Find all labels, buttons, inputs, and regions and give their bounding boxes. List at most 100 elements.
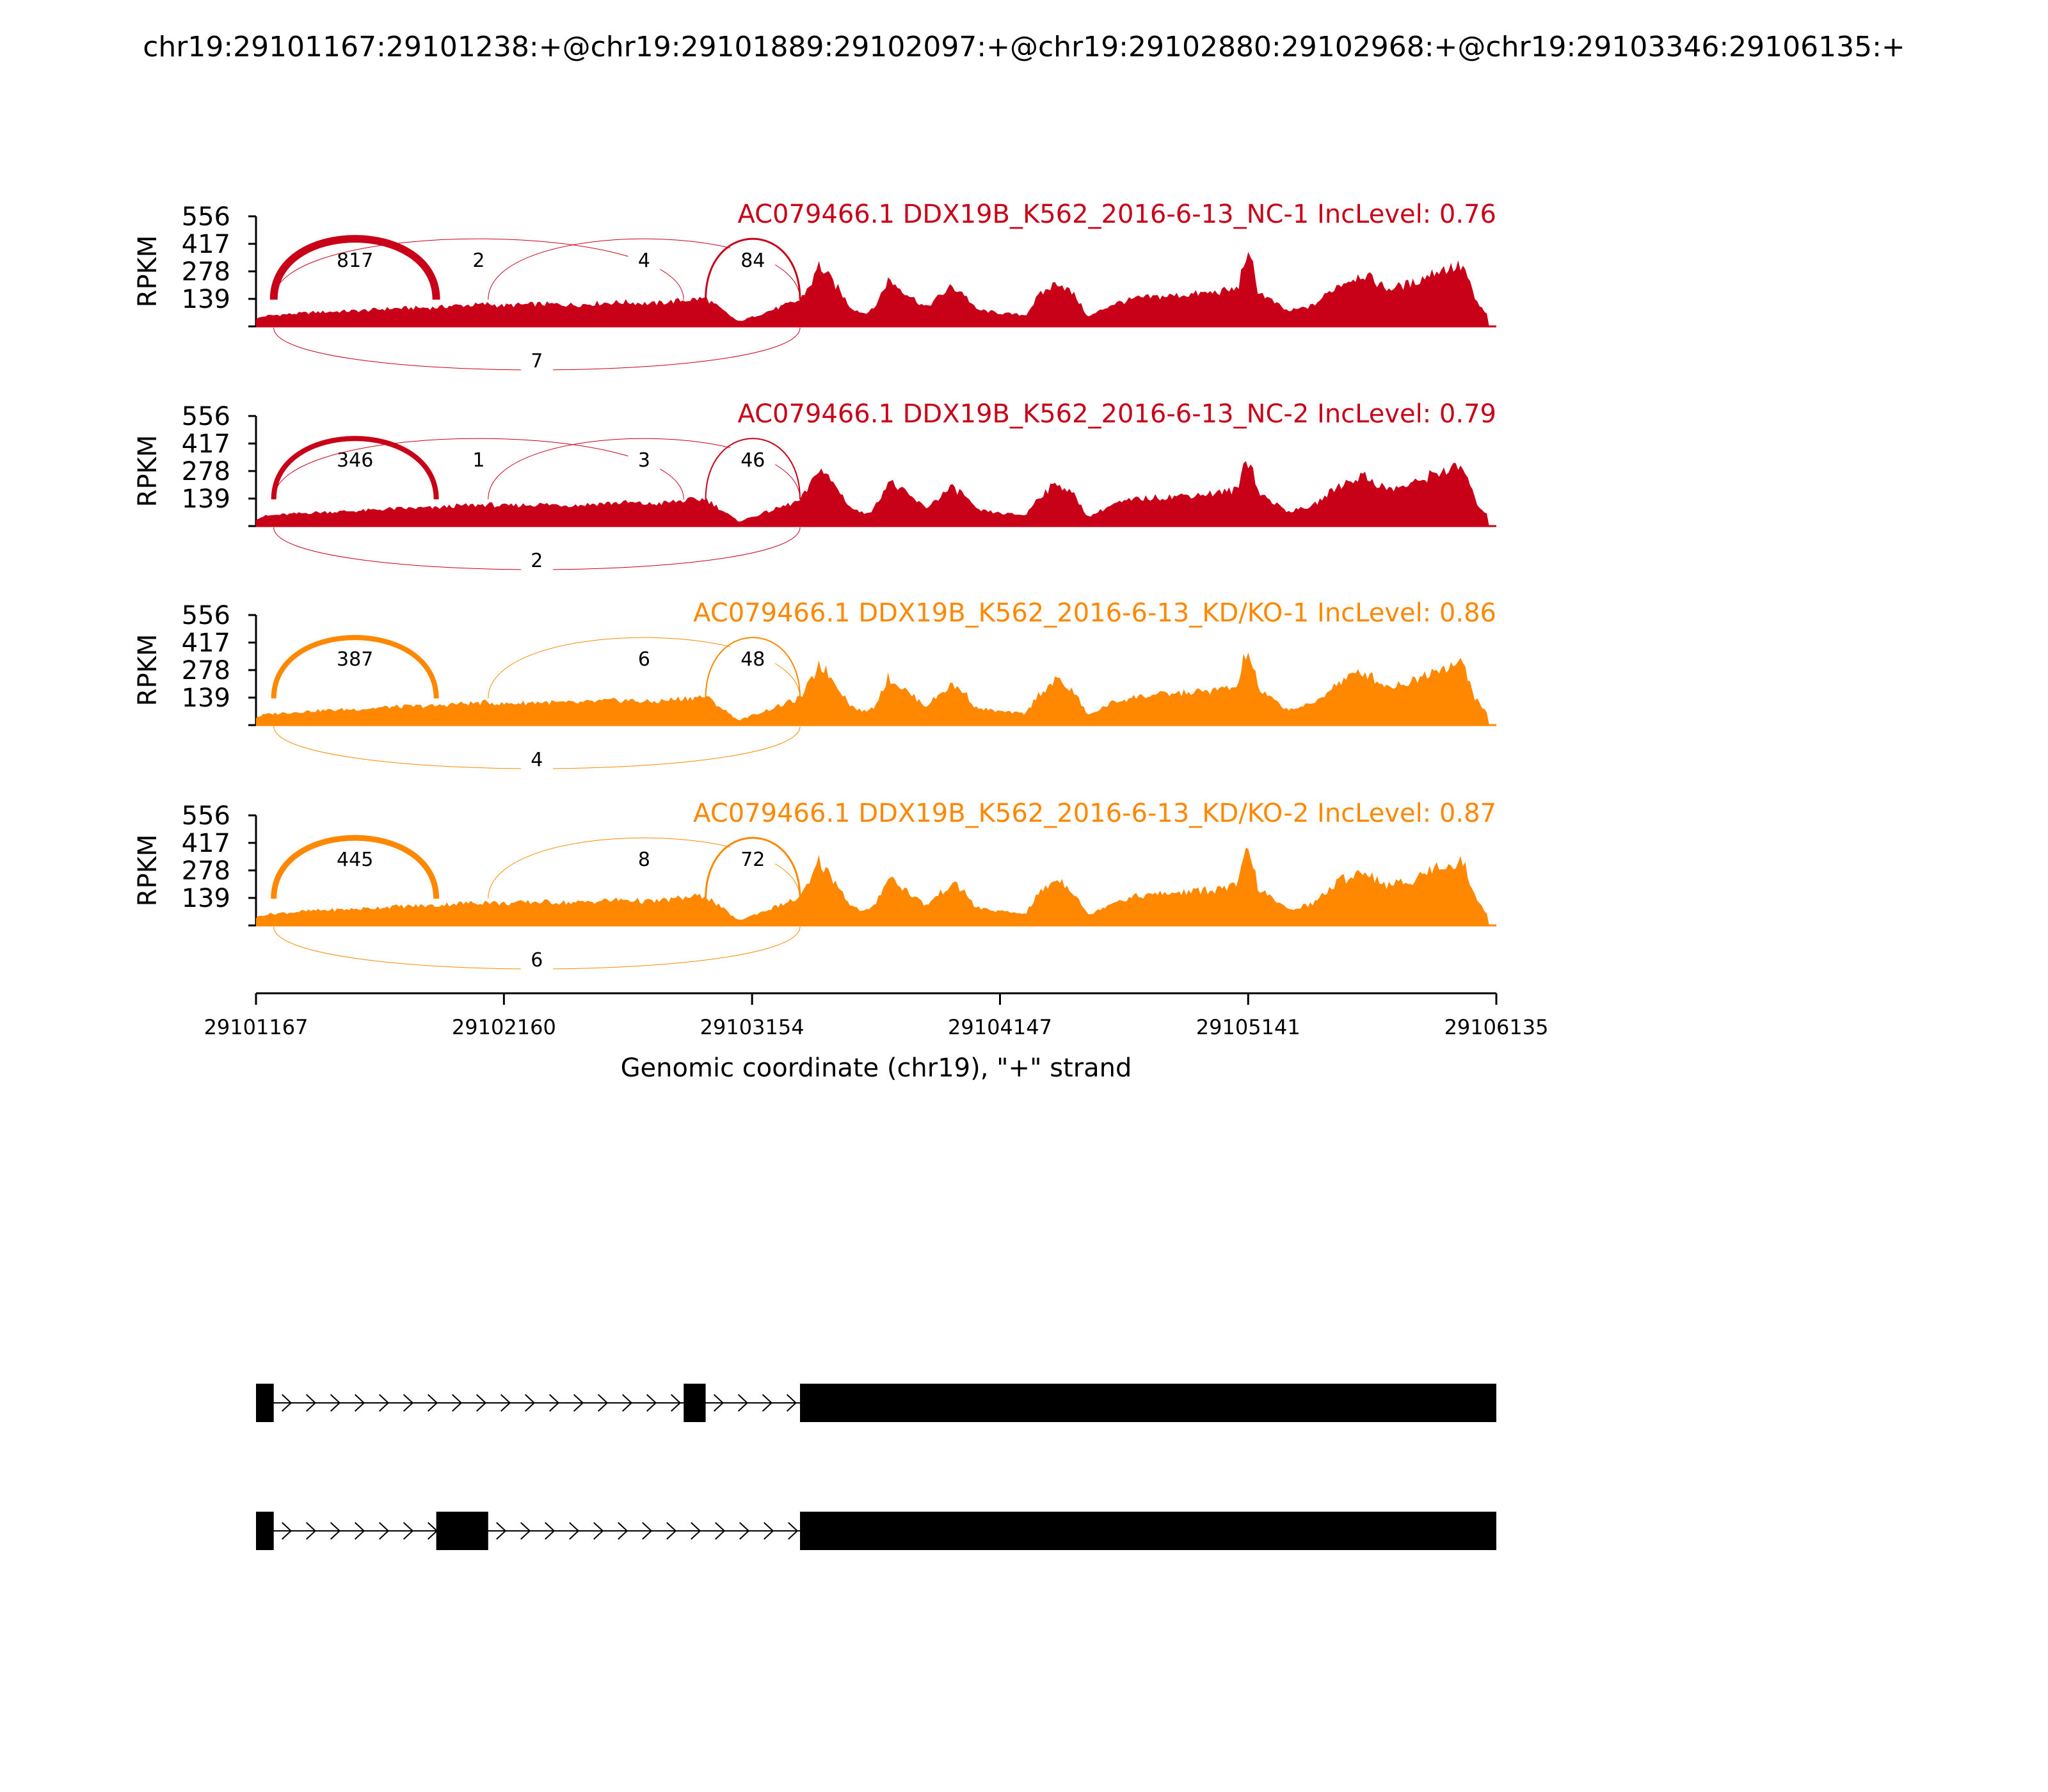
strand-arrow bbox=[618, 1522, 628, 1540]
isoform-track bbox=[256, 1512, 1496, 1550]
strand-arrow bbox=[622, 1394, 633, 1412]
strand-arrow bbox=[569, 1522, 580, 1540]
junction-read-count: 3 bbox=[638, 449, 650, 472]
sample-title: AC079466.1 DDX19B_K562_2016-6-13_NC-1 In… bbox=[737, 200, 1496, 229]
strand-arrow bbox=[764, 1522, 774, 1540]
strand-arrow bbox=[715, 1522, 726, 1540]
exon-block bbox=[684, 1384, 706, 1422]
y-tick-label: 139 bbox=[182, 285, 230, 314]
junction-read-count: 2 bbox=[472, 250, 484, 272]
y-axis-label: RPKM bbox=[133, 236, 163, 308]
x-tick-label: 29106135 bbox=[1444, 1015, 1549, 1039]
y-tick-label: 556 bbox=[182, 202, 230, 232]
y-tick-label: 139 bbox=[182, 884, 230, 913]
junction-read-count: 445 bbox=[337, 849, 373, 871]
junction-label-bg bbox=[730, 246, 776, 272]
junction-label-bg bbox=[462, 445, 495, 472]
junction-label-bg bbox=[326, 644, 384, 671]
y-tick-label: 278 bbox=[182, 257, 230, 287]
junction-label-bg bbox=[628, 445, 660, 472]
strand-arrow bbox=[330, 1394, 341, 1412]
junction-arc bbox=[269, 235, 440, 300]
strand-arrow bbox=[500, 1394, 511, 1412]
strand-arrow bbox=[646, 1394, 657, 1412]
y-tick-label: 417 bbox=[182, 829, 230, 858]
strand-arrow bbox=[642, 1522, 653, 1540]
coverage-area bbox=[256, 847, 1496, 925]
junction-read-count: 1 bbox=[472, 449, 484, 472]
strand-arrow bbox=[496, 1522, 507, 1540]
junction-read-count: 817 bbox=[337, 250, 373, 272]
strand-arrow bbox=[403, 1394, 414, 1412]
y-axis-label: RPKM bbox=[133, 835, 163, 907]
junction-read-count: 6 bbox=[531, 949, 543, 972]
strand-arrow bbox=[476, 1394, 487, 1412]
y-tick-label: 139 bbox=[182, 484, 230, 514]
junction-label-bg bbox=[628, 845, 660, 871]
junction-read-count: 387 bbox=[337, 648, 373, 671]
strand-arrow bbox=[525, 1394, 536, 1412]
coverage-area bbox=[256, 461, 1496, 526]
junction-arc bbox=[271, 436, 439, 500]
y-tick-label: 278 bbox=[182, 856, 230, 886]
junction-label-bg bbox=[520, 547, 553, 572]
isoform-track bbox=[256, 1384, 1496, 1422]
junction-label-bg bbox=[462, 246, 495, 272]
junction-read-count: 4 bbox=[531, 749, 543, 771]
figure-title: chr19:29101167:29101238:+@chr19:29101889… bbox=[143, 31, 1905, 63]
strand-arrow bbox=[452, 1394, 463, 1412]
strand-arrow bbox=[671, 1394, 682, 1412]
exon-block bbox=[256, 1512, 274, 1550]
y-axis-label: RPKM bbox=[133, 634, 163, 707]
junction-arc bbox=[705, 438, 801, 500]
y-tick-label: 417 bbox=[182, 628, 230, 658]
sample-title: AC079466.1 DDX19B_K562_2016-6-13_KD/KO-1… bbox=[693, 598, 1496, 628]
junction-read-count: 8 bbox=[638, 849, 650, 871]
coverage-area bbox=[256, 252, 1496, 326]
junction-read-count: 84 bbox=[740, 250, 765, 272]
junction-read-count: 6 bbox=[638, 648, 650, 671]
y-tick-label: 556 bbox=[182, 601, 230, 630]
sample-title: AC079466.1 DDX19B_K562_2016-6-13_NC-2 In… bbox=[737, 399, 1496, 429]
junction-arc bbox=[488, 438, 801, 500]
x-tick-label: 29105141 bbox=[1196, 1015, 1300, 1039]
strand-arrow bbox=[549, 1394, 560, 1412]
strand-arrow bbox=[739, 1522, 750, 1540]
strand-arrow bbox=[330, 1522, 341, 1540]
x-tick-label: 29102160 bbox=[452, 1015, 556, 1039]
strand-arrow bbox=[737, 1394, 749, 1412]
exon-block bbox=[800, 1512, 1496, 1550]
exon-block bbox=[800, 1384, 1496, 1422]
junction-arc bbox=[273, 438, 684, 500]
strand-arrow bbox=[520, 1522, 531, 1540]
strand-arrow bbox=[403, 1522, 414, 1540]
strand-arrow bbox=[282, 1522, 292, 1540]
exon-block bbox=[436, 1512, 488, 1550]
x-tick-label: 29103154 bbox=[700, 1015, 804, 1039]
junction-arc bbox=[271, 835, 440, 899]
junction-label-bg bbox=[520, 347, 553, 372]
y-tick-label: 556 bbox=[182, 402, 230, 431]
strand-arrow bbox=[355, 1394, 365, 1412]
x-axis: 29101167 29102160 29103154 29104147 29105141… bbox=[204, 992, 1549, 1039]
junction-label-bg bbox=[730, 445, 776, 472]
gene-model bbox=[256, 1384, 1496, 1550]
junction-arc bbox=[705, 637, 801, 699]
strand-arrow bbox=[666, 1522, 677, 1540]
junction-arc bbox=[705, 836, 801, 899]
junction-arc bbox=[488, 637, 801, 699]
strand-arrow bbox=[379, 1394, 390, 1412]
junction-label-bg bbox=[326, 845, 384, 871]
strand-arrow bbox=[306, 1394, 317, 1412]
strand-arrow bbox=[762, 1394, 773, 1412]
x-axis-label: Genomic coordinate (chr19), "+" strand bbox=[621, 1053, 1132, 1083]
junction-arc bbox=[705, 237, 801, 300]
junction-label-bg bbox=[326, 246, 384, 272]
junction-arc bbox=[273, 238, 684, 300]
x-tick-label: 29104147 bbox=[948, 1015, 1052, 1039]
